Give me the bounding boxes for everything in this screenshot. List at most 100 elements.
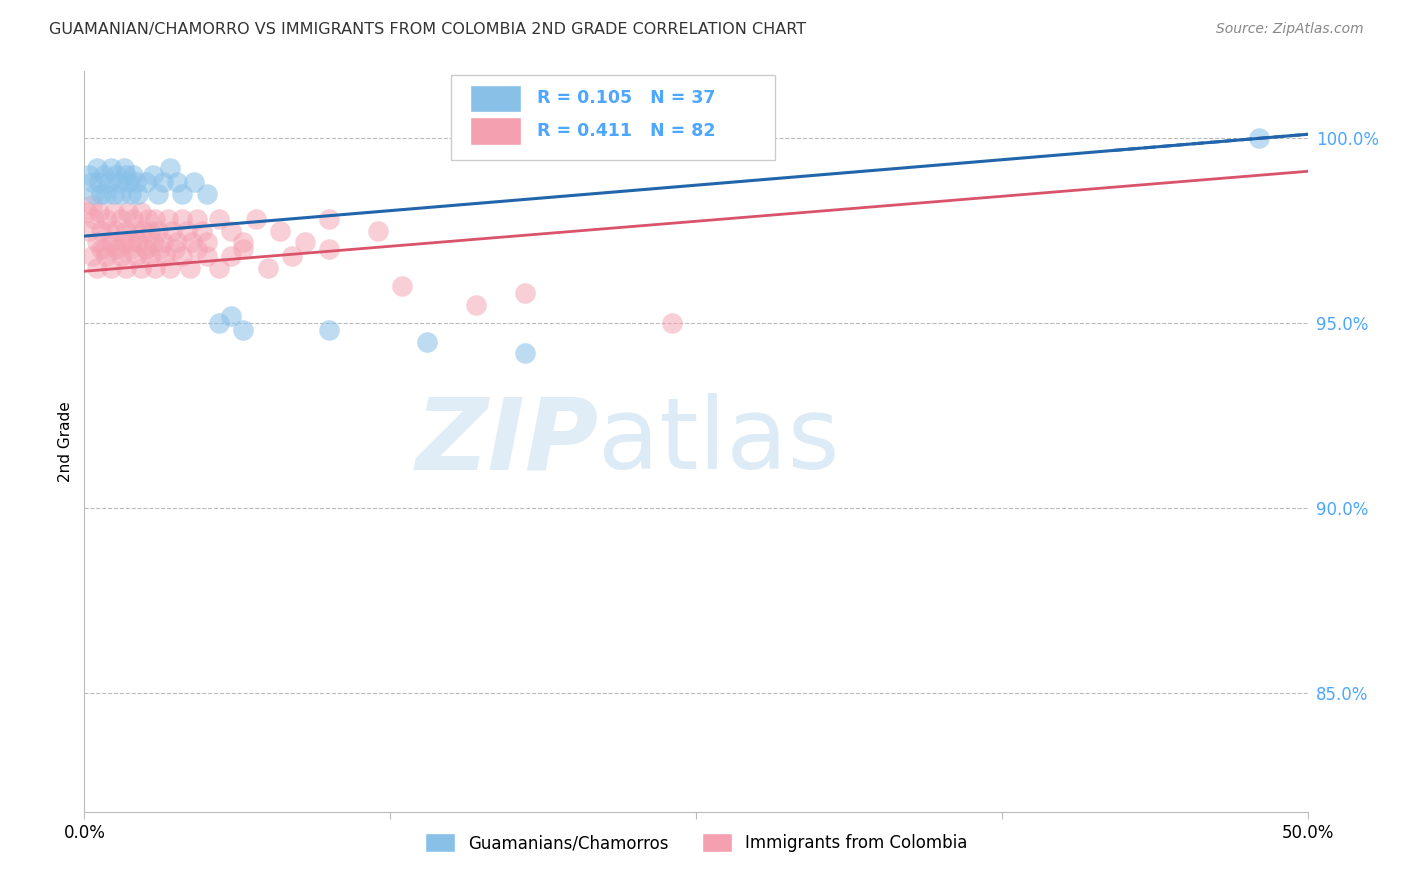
Point — [513, 286, 536, 301]
Point — [90, 223, 112, 237]
Point — [125, 249, 148, 263]
Point — [125, 223, 148, 237]
Point — [117, 175, 139, 189]
Text: atlas: atlas — [598, 393, 839, 490]
Point — [96, 212, 118, 227]
Point — [100, 235, 122, 249]
Point — [195, 249, 218, 263]
Point — [391, 279, 413, 293]
Point — [232, 323, 254, 337]
Point — [166, 235, 188, 249]
Point — [97, 223, 120, 237]
Point — [245, 212, 267, 227]
Point — [183, 175, 205, 189]
Point — [139, 223, 162, 237]
Point — [135, 242, 157, 256]
Point — [208, 260, 231, 275]
Point — [120, 186, 142, 201]
Point — [208, 316, 231, 330]
Point — [107, 175, 129, 189]
Point — [100, 161, 122, 175]
Point — [86, 235, 108, 249]
Point — [90, 242, 112, 256]
Point — [195, 186, 218, 201]
Point — [83, 186, 105, 201]
Point — [294, 235, 316, 249]
Point — [112, 161, 135, 175]
Point — [146, 223, 169, 237]
Text: Source: ZipAtlas.com: Source: ZipAtlas.com — [1216, 22, 1364, 37]
Text: ZIP: ZIP — [415, 393, 598, 490]
Point — [96, 186, 118, 201]
Point — [103, 205, 125, 219]
Point — [143, 212, 166, 227]
Point — [163, 242, 186, 256]
Point — [513, 345, 536, 359]
Point — [80, 175, 103, 189]
Point — [166, 175, 188, 189]
Point — [136, 212, 159, 227]
Point — [186, 242, 208, 256]
Point — [105, 242, 128, 256]
Point — [120, 242, 142, 256]
Point — [110, 212, 132, 227]
Point — [80, 197, 103, 211]
Point — [100, 260, 122, 275]
Point — [181, 235, 204, 249]
Point — [135, 242, 157, 256]
Point — [162, 223, 184, 237]
Point — [87, 205, 110, 219]
Point — [318, 323, 340, 337]
Text: R = 0.105   N = 37: R = 0.105 N = 37 — [537, 89, 716, 107]
Point — [318, 212, 340, 227]
Point — [219, 223, 242, 237]
Point — [153, 249, 176, 263]
Point — [159, 260, 181, 275]
Point — [77, 223, 100, 237]
Point — [186, 212, 208, 227]
Point — [112, 235, 135, 249]
Point — [127, 186, 149, 201]
Point — [232, 235, 254, 249]
Point — [96, 249, 118, 263]
Point — [172, 212, 194, 227]
Point — [120, 235, 142, 249]
Point — [172, 186, 194, 201]
Y-axis label: 2nd Grade: 2nd Grade — [58, 401, 73, 482]
Point — [110, 186, 132, 201]
Point — [1247, 131, 1270, 145]
Point — [176, 223, 198, 237]
Point — [191, 223, 214, 237]
Point — [159, 161, 181, 175]
Text: R = 0.411   N = 82: R = 0.411 N = 82 — [537, 121, 716, 139]
Point — [143, 260, 166, 275]
Point — [142, 235, 165, 249]
Point — [232, 242, 254, 256]
Point — [132, 223, 155, 237]
Point — [149, 242, 172, 256]
Point — [80, 249, 103, 263]
Point — [115, 168, 138, 182]
Point — [97, 175, 120, 189]
Point — [122, 168, 145, 182]
Point — [281, 249, 304, 263]
Text: GUAMANIAN/CHAMORRO VS IMMIGRANTS FROM COLOMBIA 2ND GRADE CORRELATION CHART: GUAMANIAN/CHAMORRO VS IMMIGRANTS FROM CO… — [49, 22, 806, 37]
Point — [77, 168, 100, 182]
Point — [208, 212, 231, 227]
Point — [83, 212, 105, 227]
Point — [367, 223, 389, 237]
Point — [257, 260, 280, 275]
Point — [87, 175, 110, 189]
Point — [93, 242, 115, 256]
Point — [110, 249, 132, 263]
Point — [269, 223, 291, 237]
Point — [152, 235, 174, 249]
Point — [125, 175, 148, 189]
Point — [129, 205, 152, 219]
Point — [127, 235, 149, 249]
Point — [172, 249, 194, 263]
Point — [661, 316, 683, 330]
Point — [219, 309, 242, 323]
Point — [86, 260, 108, 275]
Point — [152, 175, 174, 189]
